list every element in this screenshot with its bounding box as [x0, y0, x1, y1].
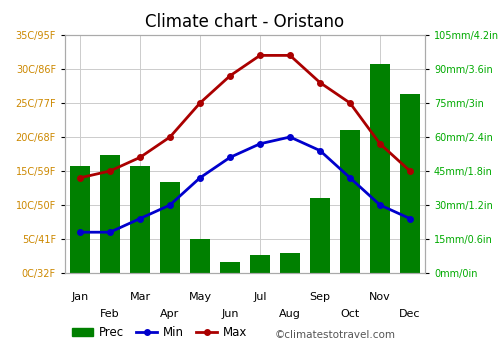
Text: Feb: Feb — [100, 309, 120, 319]
Bar — [160, 182, 180, 273]
Bar — [400, 94, 420, 273]
Bar — [370, 64, 390, 273]
Bar — [190, 239, 210, 273]
Bar — [280, 253, 300, 273]
Text: Mar: Mar — [130, 293, 150, 302]
Text: Jan: Jan — [72, 293, 88, 302]
Text: Apr: Apr — [160, 309, 180, 319]
Bar — [100, 155, 120, 273]
Bar — [220, 262, 240, 273]
Bar — [70, 167, 90, 273]
Text: Oct: Oct — [340, 309, 359, 319]
Legend: Prec, Min, Max: Prec, Min, Max — [68, 322, 252, 344]
Text: Jun: Jun — [221, 309, 239, 319]
Text: Jul: Jul — [254, 293, 267, 302]
Text: ©climatestotravel.com: ©climatestotravel.com — [275, 329, 396, 340]
Text: Dec: Dec — [399, 309, 421, 319]
Text: Aug: Aug — [279, 309, 301, 319]
Title: Climate chart - Oristano: Climate chart - Oristano — [146, 13, 344, 31]
Bar — [310, 198, 330, 273]
Text: May: May — [188, 293, 212, 302]
Bar — [340, 130, 360, 273]
Bar — [250, 255, 270, 273]
Bar — [130, 167, 150, 273]
Text: Nov: Nov — [369, 293, 391, 302]
Text: Sep: Sep — [310, 293, 330, 302]
